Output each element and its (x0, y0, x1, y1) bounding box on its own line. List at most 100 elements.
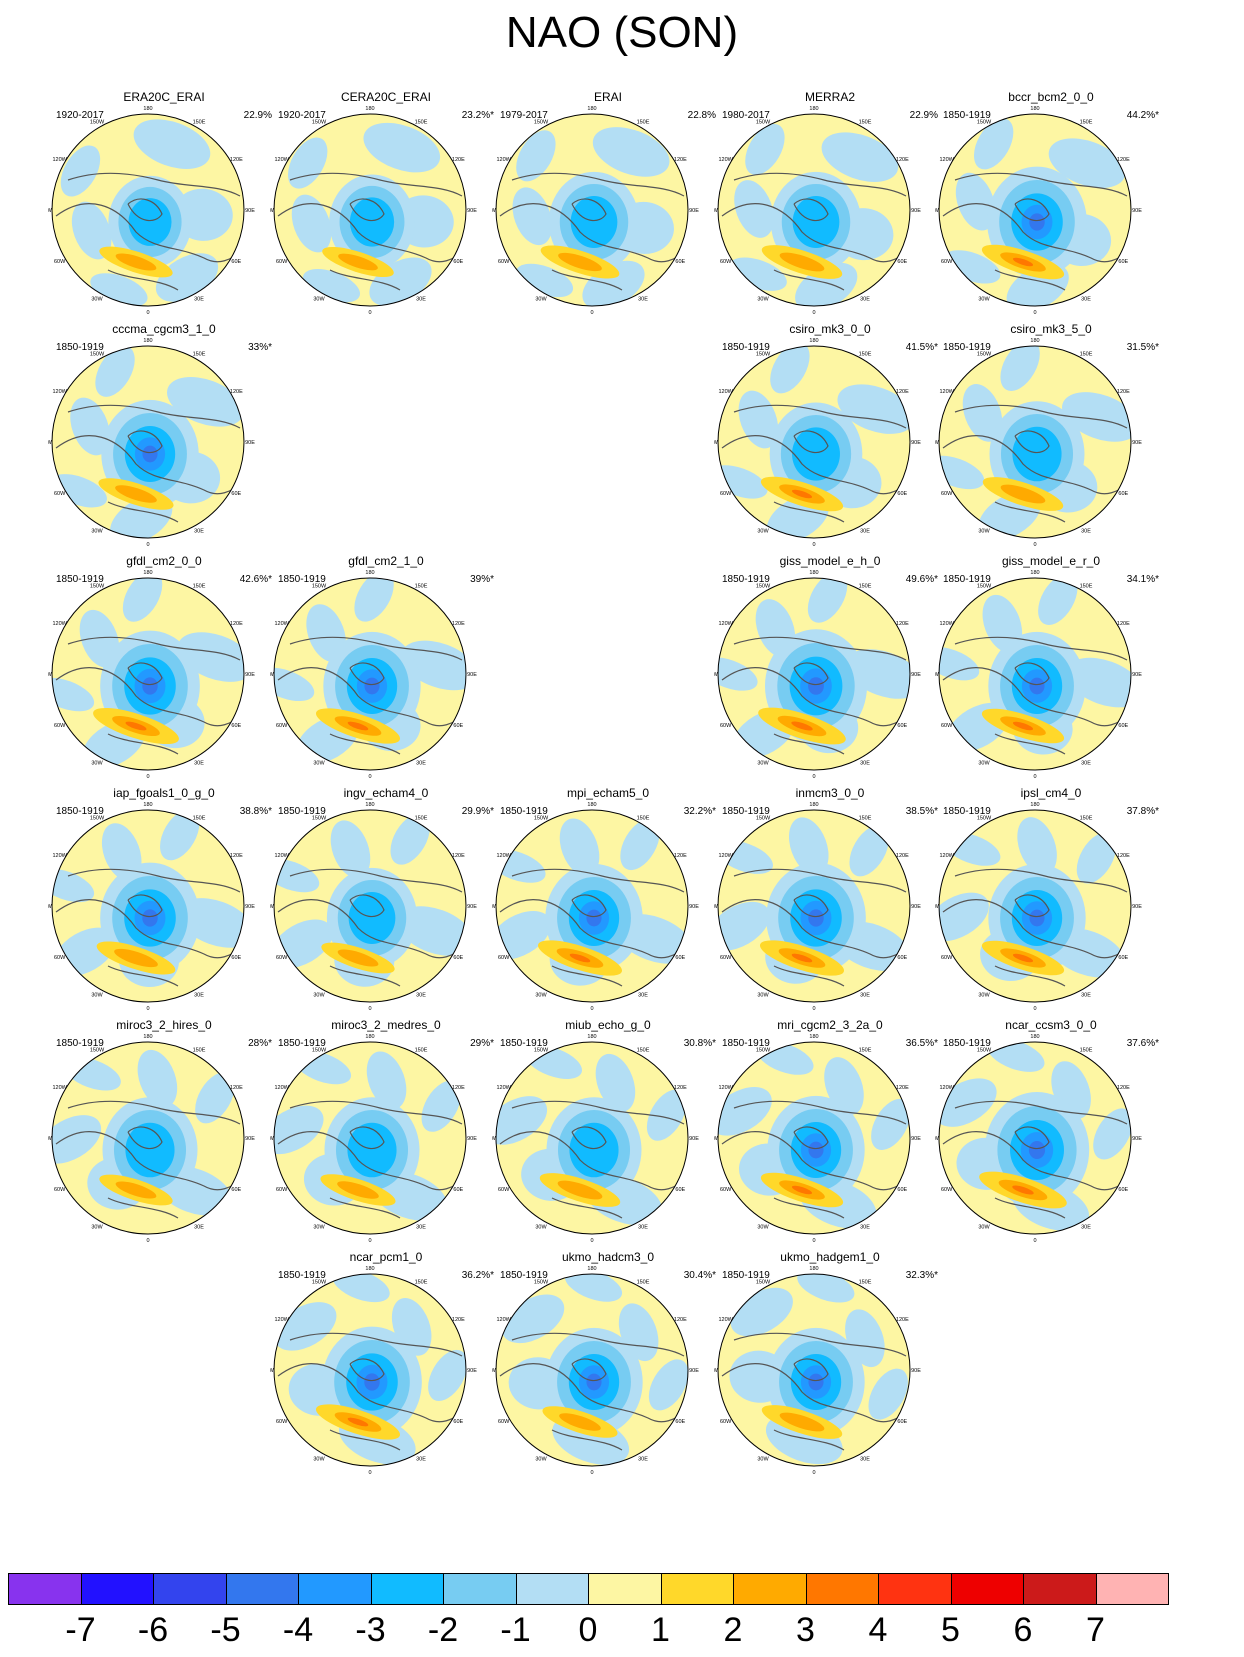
anomaly-field (52, 114, 244, 306)
longitude-label: 0 (590, 1238, 593, 1244)
coastline (277, 636, 465, 755)
longitude-label: 0 (590, 1006, 593, 1012)
longitude-label: 120W (939, 621, 954, 627)
longitude-label: 90E (689, 1136, 699, 1142)
longitude-label: 30E (638, 296, 648, 302)
longitude-label: 150E (415, 1048, 428, 1054)
positive-contour (115, 1181, 157, 1199)
longitude-label: 30E (860, 1224, 870, 1230)
longitude-label: 120W (939, 853, 954, 859)
longitude-label: 30W (535, 992, 547, 998)
panel-period: 1850-1919 (500, 1270, 548, 1281)
negative-patch (1048, 138, 1126, 188)
longitude-label: 150W (312, 816, 327, 822)
panel-variance: 49.6%* (905, 574, 938, 585)
positive-contour (115, 253, 157, 271)
longitude-label: 150E (637, 816, 650, 822)
longitude-label: 90W (714, 208, 718, 214)
longitude-label: 150E (1080, 816, 1093, 822)
polar-map: 180 150E 120E 90E 60E 30E 0 30W 60W 90W 120W 150W (935, 106, 1142, 316)
map-grid: 180 150E 120E 90E 60E 30E 0 30W 60W 90W 120W 150W ER… (48, 90, 1167, 1476)
negative-patch (837, 384, 910, 434)
panel-title: inmcm3_0_0 (795, 786, 865, 800)
positive-contour (559, 1413, 601, 1431)
colorbar-swatch (733, 1573, 807, 1605)
longitude-label: 180 (365, 802, 374, 808)
longitude-label: 180 (809, 570, 818, 576)
colorbar-tick-label: -1 (500, 1611, 531, 1649)
map-boundary (273, 577, 467, 771)
anomaly-field (718, 114, 910, 306)
negative-contour (808, 677, 824, 695)
longitude-label: 30E (416, 296, 426, 302)
longitude-label: 120W (52, 853, 67, 859)
longitude-label: 60W (498, 1187, 510, 1193)
longitude-label: 90E (245, 1136, 255, 1142)
anomaly-field (718, 810, 910, 1002)
polar-map: 180 150E 120E 90E 60E 30E 0 30W 60W 90W 120W 150W (935, 1034, 1142, 1244)
longitude-label: 120W (274, 157, 289, 163)
longitude-label: 60W (941, 491, 953, 497)
polar-map: 180 150E 120E 90E 60E 30E 0 30W 60W 90W 120W 150W (48, 570, 255, 780)
panel-variance: 41.5%* (905, 342, 938, 353)
longitude-label: 150E (1080, 584, 1093, 590)
map-panel: 180 150E 120E 90E 60E 30E 0 30W 60W 90W 120W 150W mi… (48, 1018, 280, 1250)
coastline (942, 1100, 1130, 1219)
negative-contour (792, 196, 840, 248)
panel-period: 1850-1919 (278, 1270, 326, 1281)
anomaly-field (52, 1042, 244, 1234)
map-panel: 180 150E 120E 90E 60E 30E 0 30W 60W 90W 120W 150W nc… (935, 1018, 1167, 1250)
longitude-label: 30E (860, 1456, 870, 1462)
panel-title: miub_echo_g_0 (565, 1018, 651, 1032)
longitude-label: 180 (365, 1266, 374, 1272)
coastline (942, 172, 1130, 291)
coastline (499, 172, 687, 291)
anomaly-field (274, 1042, 466, 1234)
negative-patch (70, 397, 110, 456)
map-boundary (938, 1041, 1132, 1235)
longitude-label: 30W (535, 1456, 547, 1462)
positive-contour (125, 721, 147, 731)
positive-contour (347, 1417, 369, 1427)
longitude-label: 120W (274, 1085, 289, 1091)
colorbar-swatch (153, 1573, 227, 1605)
longitude-label: 60E (1118, 723, 1128, 729)
longitude-label: 150W (534, 1280, 549, 1286)
longitude-label: 90E (245, 904, 255, 910)
longitude-label: 30E (194, 1224, 204, 1230)
longitude-label: 30W (757, 1456, 769, 1462)
longitude-label: 60W (498, 955, 510, 961)
longitude-label: 120E (896, 621, 909, 627)
longitude-label: 150E (415, 584, 428, 590)
longitude-label: 60W (941, 259, 953, 265)
panel-period: 1850-1919 (56, 574, 104, 585)
polar-map: 180 150E 120E 90E 60E 30E 0 30W 60W 90W 120W 150W (270, 570, 477, 780)
longitude-label: 30W (535, 1224, 547, 1230)
longitude-label: 30E (416, 760, 426, 766)
longitude-label: 60E (453, 723, 463, 729)
panel-period: 1850-1919 (722, 574, 770, 585)
longitude-label: 120W (718, 1085, 733, 1091)
colorbar-swatch (225, 1573, 299, 1605)
longitude-label: 180 (587, 1034, 596, 1040)
positive-contour (558, 252, 602, 272)
colorbar-tick-label: -4 (282, 1611, 314, 1649)
longitude-label: 30E (638, 1224, 648, 1230)
polar-map: 180 150E 120E 90E 60E 30E 0 30W 60W 90W 120W 150W (714, 570, 921, 780)
longitude-label: 120E (452, 1317, 465, 1323)
map-panel: 180 150E 120E 90E 60E 30E 0 30W 60W 90W 120W 150W in… (270, 786, 502, 1018)
longitude-label: 150E (193, 584, 206, 590)
longitude-label: 120E (896, 853, 909, 859)
longitude-label: 90E (1132, 1136, 1142, 1142)
colorbar-tick-label: 2 (723, 1611, 743, 1649)
colorbar-swatch (298, 1573, 372, 1605)
longitude-label: 120E (230, 1085, 243, 1091)
longitude-label: 60E (453, 955, 463, 961)
negative-patch (868, 1368, 908, 1420)
coastline (721, 172, 909, 291)
positive-contour (337, 1181, 379, 1199)
longitude-label: 90W (714, 1136, 718, 1142)
longitude-label: 60E (231, 723, 241, 729)
longitude-label: 60W (720, 955, 732, 961)
longitude-label: 120E (452, 853, 465, 859)
